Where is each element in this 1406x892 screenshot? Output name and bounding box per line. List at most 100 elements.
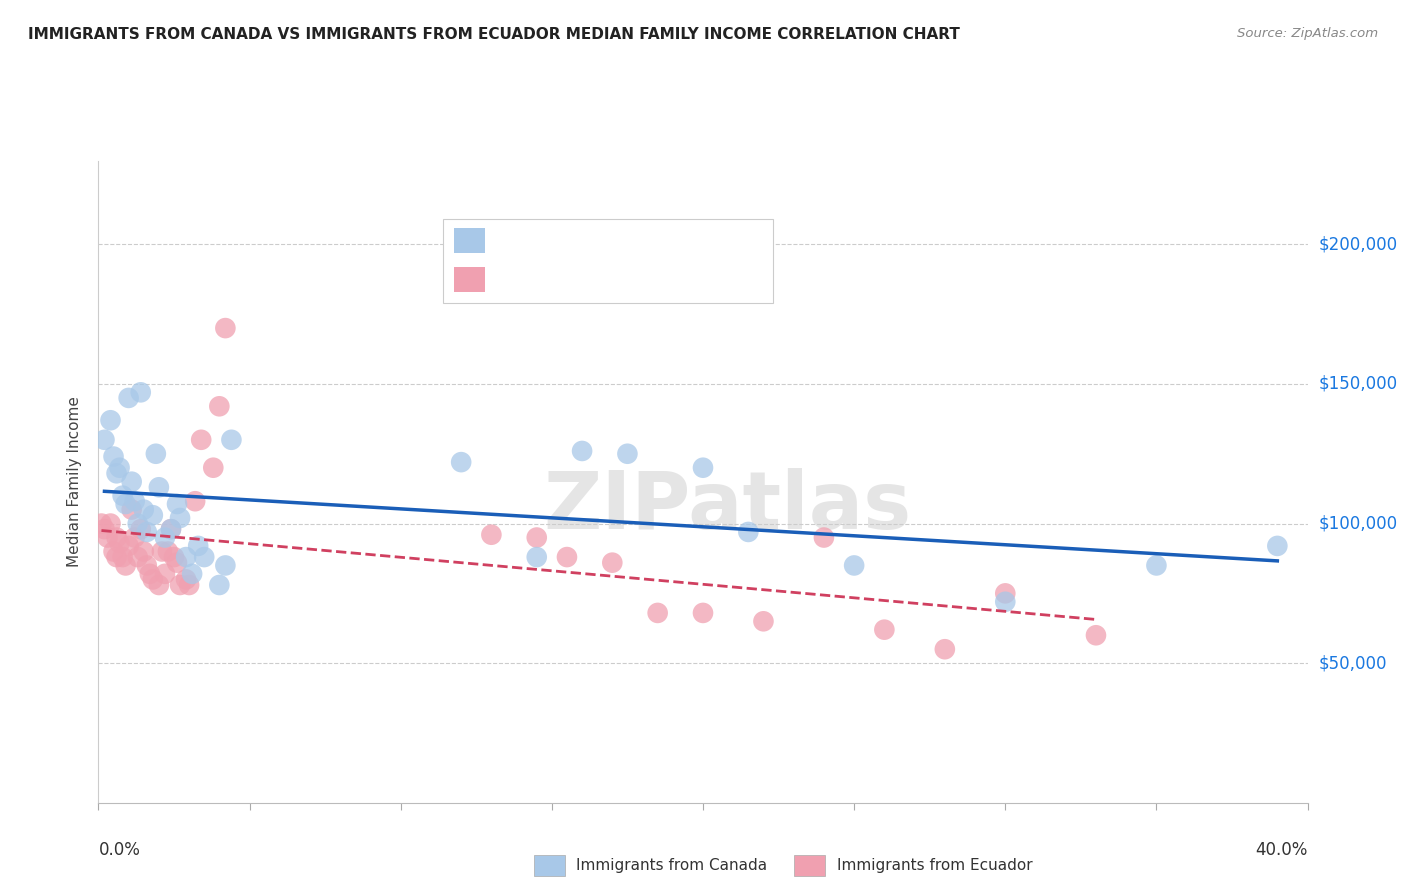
Text: 40.0%: 40.0% — [1256, 841, 1308, 859]
Y-axis label: Median Family Income: Median Family Income — [67, 396, 83, 567]
Text: Immigrants from Ecuador: Immigrants from Ecuador — [837, 858, 1032, 872]
Point — [114, 558, 136, 573]
Point — [169, 578, 191, 592]
Text: $100,000: $100,000 — [1319, 515, 1398, 533]
Point — [526, 550, 548, 565]
Point — [132, 544, 155, 558]
Point — [105, 550, 128, 565]
Point — [555, 550, 578, 565]
Point — [1085, 628, 1108, 642]
Text: N =: N = — [609, 232, 645, 250]
Point — [184, 494, 207, 508]
Point — [139, 566, 162, 581]
Point — [221, 433, 243, 447]
Text: -0.186: -0.186 — [534, 232, 593, 250]
Point — [994, 595, 1017, 609]
Point — [1144, 558, 1167, 573]
Point — [153, 531, 176, 545]
Point — [994, 586, 1017, 600]
Point — [160, 522, 183, 536]
Point — [692, 606, 714, 620]
Point — [602, 556, 624, 570]
Point — [616, 447, 638, 461]
Point — [93, 433, 115, 447]
Point — [108, 536, 131, 550]
Point — [481, 527, 503, 541]
Point — [153, 566, 176, 581]
Point — [166, 497, 188, 511]
Point — [169, 511, 191, 525]
Point — [148, 578, 170, 592]
Text: Source: ZipAtlas.com: Source: ZipAtlas.com — [1237, 27, 1378, 40]
Point — [148, 480, 170, 494]
Text: 0.0%: 0.0% — [98, 841, 141, 859]
Point — [813, 531, 835, 545]
Text: R =: R = — [492, 232, 529, 250]
Point — [114, 497, 136, 511]
Point — [121, 475, 143, 489]
Point — [118, 539, 141, 553]
Point — [105, 531, 128, 545]
Text: $50,000: $50,000 — [1319, 654, 1388, 673]
Point — [166, 556, 188, 570]
Point — [129, 522, 152, 536]
Point — [105, 467, 128, 481]
Point — [752, 615, 775, 629]
Point — [90, 516, 112, 531]
Point — [208, 578, 231, 592]
Point — [163, 550, 186, 565]
Point — [118, 391, 141, 405]
Point — [190, 433, 212, 447]
Point — [647, 606, 669, 620]
Text: N =: N = — [609, 270, 645, 288]
Point — [127, 550, 149, 565]
Point — [214, 321, 236, 335]
Point — [124, 494, 146, 508]
Point — [132, 502, 155, 516]
Point — [127, 516, 149, 531]
Point — [145, 447, 167, 461]
Point — [214, 558, 236, 573]
Point — [844, 558, 866, 573]
Point — [450, 455, 472, 469]
Point — [96, 531, 118, 545]
Point — [150, 544, 173, 558]
Text: $200,000: $200,000 — [1319, 235, 1398, 253]
Point — [202, 460, 225, 475]
Point — [124, 531, 146, 545]
Point — [177, 578, 201, 592]
Point — [135, 524, 157, 539]
Point — [181, 566, 204, 581]
Text: 38: 38 — [650, 232, 672, 250]
Point — [187, 539, 209, 553]
Point — [100, 413, 122, 427]
Point — [156, 544, 179, 558]
Text: R =: R = — [492, 270, 529, 288]
Point — [111, 550, 134, 565]
Point — [174, 550, 197, 565]
Point — [142, 573, 165, 587]
Point — [571, 444, 593, 458]
Point — [111, 489, 134, 503]
Point — [103, 450, 125, 464]
Point — [129, 385, 152, 400]
Point — [208, 399, 231, 413]
Point — [193, 550, 215, 565]
Point — [103, 544, 125, 558]
Text: Immigrants from Canada: Immigrants from Canada — [576, 858, 768, 872]
Point — [142, 508, 165, 523]
Point — [108, 460, 131, 475]
Point — [692, 460, 714, 475]
Point — [174, 573, 197, 587]
Text: $150,000: $150,000 — [1319, 375, 1398, 393]
Text: IMMIGRANTS FROM CANADA VS IMMIGRANTS FROM ECUADOR MEDIAN FAMILY INCOME CORRELATI: IMMIGRANTS FROM CANADA VS IMMIGRANTS FRO… — [28, 27, 960, 42]
Point — [100, 516, 122, 531]
Point — [135, 558, 157, 573]
Point — [160, 522, 183, 536]
Point — [1265, 539, 1288, 553]
Point — [121, 502, 143, 516]
Point — [93, 522, 115, 536]
Text: 46: 46 — [650, 270, 672, 288]
Point — [934, 642, 956, 657]
Point — [526, 531, 548, 545]
